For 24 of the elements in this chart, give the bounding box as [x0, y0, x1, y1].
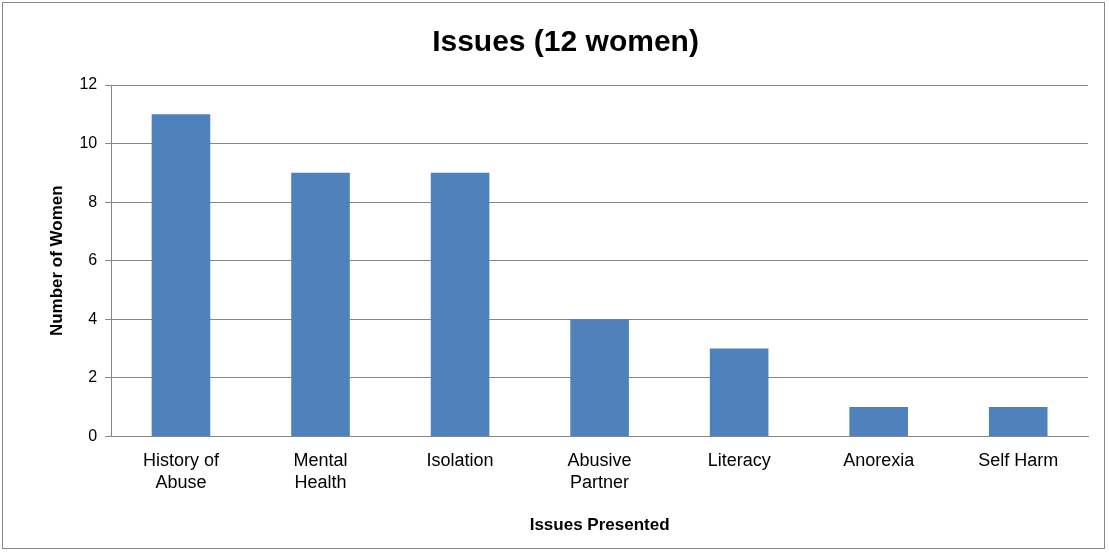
x-tick-label: Isolation — [426, 450, 494, 471]
bar — [430, 172, 490, 436]
bar — [570, 319, 629, 436]
y-tick-label: 12 — [79, 75, 98, 93]
y-tick-label: 2 — [88, 368, 98, 386]
x-tick-label: Abusive Partner — [567, 450, 632, 492]
y-tick-label: 6 — [88, 251, 98, 269]
x-tick-label: Self Harm — [978, 450, 1059, 471]
bar — [988, 407, 1048, 436]
y-axis-title: Number of Women — [46, 185, 66, 337]
y-tick-label: 8 — [88, 192, 98, 210]
y-tick-label: 4 — [88, 309, 98, 327]
x-tick-label: Anorexia — [843, 450, 916, 471]
x-tick-label: Mental Health — [293, 450, 348, 492]
bar — [291, 172, 350, 436]
bar — [849, 407, 908, 436]
chart-title: Issues (12 women) — [432, 24, 699, 58]
y-tick-label: 10 — [79, 133, 98, 151]
x-tick-label: Literacy — [707, 450, 771, 471]
x-tick-label: History of Abuse — [142, 450, 220, 492]
bar — [709, 348, 769, 436]
bar — [151, 114, 211, 436]
x-axis-title: Issues Presented — [529, 515, 670, 535]
y-tick-label: 0 — [88, 426, 98, 444]
